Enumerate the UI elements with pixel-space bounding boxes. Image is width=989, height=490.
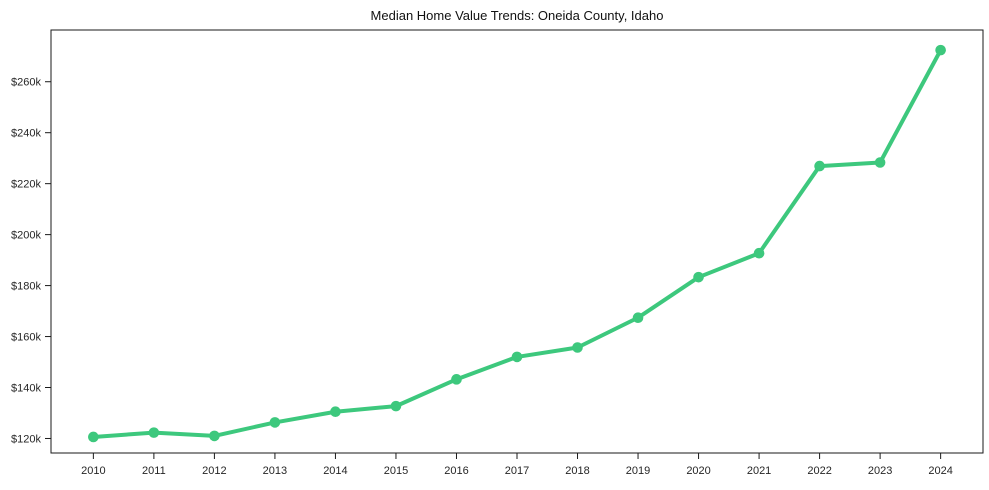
y-axis-tick-label: $240k — [11, 128, 41, 140]
data-point-marker — [451, 374, 462, 385]
data-point-marker — [511, 351, 523, 363]
data-point-marker — [632, 312, 644, 323]
y-axis-tick-label: $160k — [11, 332, 41, 344]
data-point-marker — [390, 400, 402, 412]
x-axis-tick-label: 2017 — [505, 465, 529, 477]
data-point-marker — [935, 44, 946, 56]
data-point-marker — [693, 271, 704, 283]
y-axis-tick-label: $200k — [11, 230, 41, 242]
data-point-marker — [148, 427, 160, 438]
x-axis-tick-label: 2020 — [686, 465, 710, 477]
x-axis-tick-label: 2019 — [626, 465, 650, 477]
x-axis-tick-label: 2014 — [323, 465, 347, 477]
x-axis-tick-label: 2018 — [565, 465, 589, 477]
data-point-marker — [874, 157, 886, 168]
y-axis-tick-label: $140k — [11, 383, 41, 395]
x-axis-tick-label: 2013 — [263, 465, 287, 477]
data-point-marker — [88, 431, 99, 443]
x-axis-tick-label: 2022 — [807, 465, 831, 477]
y-axis-tick-label: $180k — [11, 281, 41, 293]
x-axis-tick-label: 2023 — [868, 465, 892, 477]
chart-title: Median Home Value Trends: Oneida County,… — [371, 8, 664, 23]
data-point-marker — [753, 247, 765, 259]
x-axis-tick-label: 2012 — [202, 465, 226, 477]
data-point-marker — [209, 430, 220, 442]
plot-area: $120k $140k $160k $180k $200k $220k $240k $260k… — [11, 29, 984, 477]
trend-line — [91, 48, 943, 439]
x-axis-tick-label: 2010 — [81, 465, 105, 477]
data-point-marker — [269, 417, 281, 428]
x-axis-tick-label: 2024 — [928, 465, 952, 477]
x-axis-tick-label: 2015 — [384, 465, 408, 477]
data-point-marker — [572, 342, 583, 353]
x-axis-tick-label: 2021 — [747, 465, 771, 477]
plot-border — [50, 29, 984, 454]
y-axis-tick-label: $220k — [11, 179, 41, 191]
x-axis-tick-label: 2016 — [444, 465, 468, 477]
x-axis-tick-label: 2011 — [142, 465, 166, 477]
y-axis-tick-label: $120k — [11, 433, 41, 445]
data-point-marker — [814, 160, 825, 172]
data-point-marker — [330, 406, 341, 418]
y-axis-tick-label: $260k — [11, 77, 41, 89]
